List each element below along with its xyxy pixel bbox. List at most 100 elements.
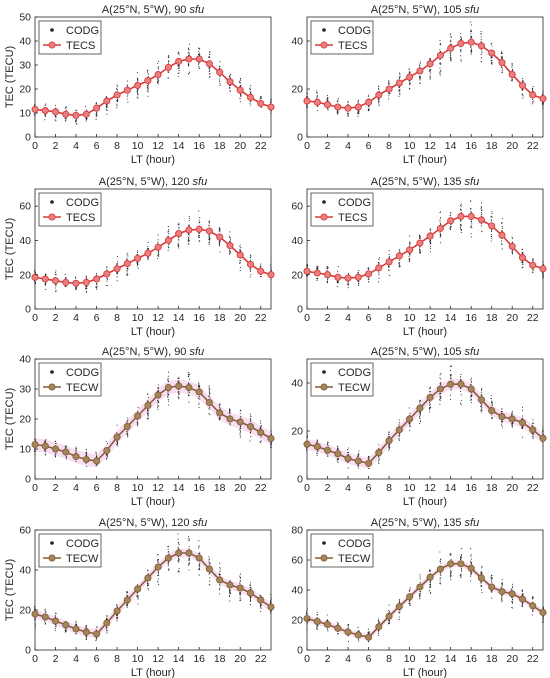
- codg-point: [259, 610, 261, 612]
- codg-point: [218, 593, 220, 595]
- codg-point: [45, 274, 47, 276]
- codg-point: [471, 51, 473, 53]
- codg-point: [317, 450, 319, 453]
- x-tick-label: 12: [152, 140, 164, 152]
- codg-point: [178, 571, 180, 573]
- codg-point: [532, 260, 534, 262]
- model-marker: [216, 409, 224, 417]
- codg-point: [460, 51, 462, 53]
- codg-point: [491, 400, 493, 402]
- y-axis-label: TEC (TECU): [4, 559, 16, 621]
- codg-point: [239, 433, 241, 435]
- codg-point: [33, 448, 36, 450]
- codg-point: [326, 97, 329, 99]
- codg-point: [367, 456, 369, 459]
- legend-codg-marker: [322, 28, 326, 32]
- codg-point: [76, 623, 78, 625]
- model-marker: [144, 77, 152, 85]
- codg-point: [198, 540, 200, 542]
- model-marker: [41, 442, 49, 450]
- codg-point: [137, 97, 139, 99]
- codg-point: [481, 407, 483, 409]
- codg-point: [116, 440, 118, 442]
- codg-point: [501, 69, 503, 71]
- x-tick-label: 6: [366, 312, 372, 324]
- codg-point: [239, 262, 241, 265]
- x-axis-label: LT (hour): [403, 154, 447, 166]
- codg-point: [136, 252, 139, 254]
- codg-point: [137, 603, 139, 605]
- y-tick-label: 20: [291, 426, 303, 438]
- codg-point: [470, 226, 472, 228]
- codg-point: [249, 268, 251, 270]
- codg-point: [54, 287, 56, 289]
- codg-point: [460, 49, 462, 51]
- codg-point: [459, 55, 462, 57]
- codg-point: [409, 259, 411, 262]
- codg-point: [178, 67, 180, 69]
- codg-point: [439, 383, 441, 386]
- codg-point: [208, 68, 210, 70]
- codg-point: [471, 48, 473, 50]
- codg-point: [388, 82, 390, 84]
- codg-point: [399, 261, 401, 264]
- codg-point: [228, 411, 231, 414]
- codg-point: [75, 287, 77, 289]
- codg-point: [249, 413, 251, 415]
- codg-point: [158, 253, 160, 255]
- codg-point: [198, 62, 200, 64]
- codg-point: [105, 618, 107, 620]
- model-marker: [385, 85, 393, 93]
- codg-point: [440, 373, 442, 375]
- codg-point: [439, 232, 441, 234]
- codg-point: [157, 404, 159, 406]
- codg-point: [188, 548, 190, 550]
- codg-point: [531, 425, 533, 427]
- codg-point: [44, 608, 46, 610]
- codg-point: [378, 104, 380, 106]
- codg-point: [75, 286, 77, 288]
- model-marker: [457, 39, 465, 47]
- codg-point: [208, 225, 210, 227]
- codg-point: [367, 269, 369, 271]
- codg-point: [480, 60, 482, 63]
- codg-point: [95, 273, 98, 275]
- codg-point: [178, 377, 180, 380]
- codg-point: [521, 248, 523, 250]
- codg-point: [167, 545, 169, 548]
- codg-point: [460, 209, 462, 211]
- x-tick-label: 0: [304, 482, 310, 494]
- codg-point: [157, 250, 159, 252]
- codg-point: [357, 465, 360, 467]
- codg-point: [239, 600, 241, 602]
- codg-point: [440, 233, 442, 235]
- codg-point: [35, 282, 37, 284]
- codg-point: [398, 87, 400, 89]
- codg-point: [500, 52, 502, 55]
- x-tick-label: 10: [132, 312, 144, 324]
- model-marker: [154, 71, 162, 79]
- codg-point: [188, 237, 190, 239]
- codg-point: [501, 240, 503, 242]
- x-tick-label: 10: [404, 140, 416, 152]
- codg-point: [219, 404, 221, 407]
- codg-point: [198, 386, 200, 388]
- codg-point: [357, 454, 359, 456]
- codg-point: [357, 455, 359, 457]
- codg-point: [219, 240, 221, 242]
- x-tick-label: 16: [465, 140, 477, 152]
- chart-title: A(25°N, 5°W), 120 sfu: [99, 517, 207, 529]
- codg-point: [229, 237, 231, 239]
- codg-point: [327, 444, 329, 446]
- codg-point: [259, 594, 261, 596]
- codg-point: [177, 52, 179, 55]
- codg-point: [327, 630, 329, 632]
- codg-point: [387, 265, 390, 267]
- codg-point: [147, 415, 149, 417]
- codg-point: [440, 395, 442, 397]
- x-tick-label: 2: [53, 482, 59, 494]
- codg-point: [126, 258, 128, 260]
- codg-point: [219, 562, 221, 564]
- codg-point: [34, 269, 36, 272]
